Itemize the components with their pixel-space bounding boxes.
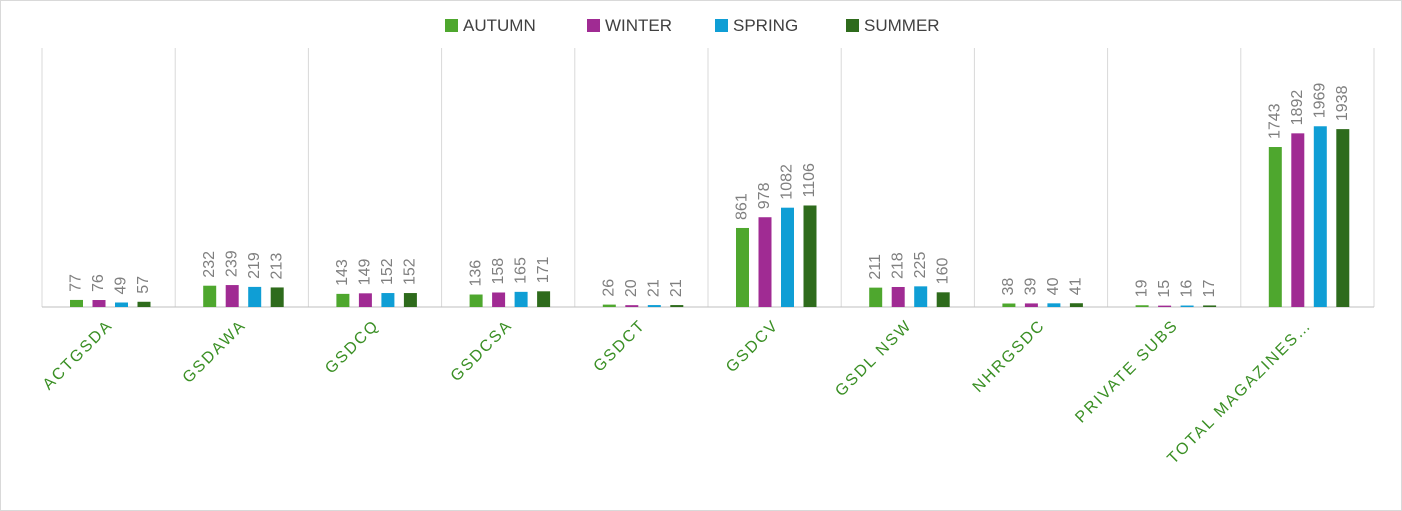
bar — [1024, 303, 1038, 307]
bar — [914, 286, 928, 307]
bar — [1180, 305, 1194, 307]
data-label: 232 — [201, 251, 218, 278]
bar — [115, 302, 128, 307]
legend-swatch — [445, 19, 458, 32]
data-label: 165 — [512, 257, 529, 284]
bar — [137, 301, 151, 307]
bar — [1135, 305, 1149, 307]
bar — [1158, 305, 1172, 307]
data-label: 21 — [646, 279, 663, 297]
data-label: 26 — [601, 279, 618, 297]
data-label: 219 — [246, 252, 263, 279]
bar — [647, 305, 661, 307]
data-label: 1892 — [1289, 90, 1306, 126]
bar — [492, 292, 506, 307]
bar — [891, 286, 905, 307]
bar — [1002, 303, 1016, 307]
bar — [381, 293, 395, 307]
bar — [625, 305, 639, 307]
bar — [1336, 129, 1350, 307]
bar — [1268, 147, 1282, 307]
data-label: 57 — [135, 276, 152, 294]
bar — [869, 287, 883, 307]
bar — [670, 305, 684, 307]
bar — [1291, 133, 1305, 307]
data-label: 136 — [467, 260, 484, 287]
data-label: 41 — [1068, 277, 1085, 295]
data-label: 1938 — [1334, 85, 1351, 121]
data-label: 1082 — [779, 164, 796, 200]
legend-swatch — [715, 19, 728, 32]
legend-swatch — [587, 19, 600, 32]
data-label: 1106 — [801, 163, 818, 198]
data-label: 17 — [1201, 280, 1218, 298]
data-label: 211 — [867, 254, 884, 280]
data-label: 978 — [756, 182, 773, 209]
data-label: 77 — [68, 274, 85, 292]
data-label: 1969 — [1312, 83, 1329, 119]
bar — [92, 300, 106, 307]
bar — [225, 285, 239, 307]
data-label: 19 — [1133, 279, 1150, 297]
legend-swatch — [846, 19, 859, 32]
data-label: 225 — [912, 252, 929, 279]
data-label: 143 — [334, 259, 351, 286]
bar — [403, 293, 417, 307]
bar — [936, 292, 950, 307]
bar — [336, 293, 350, 307]
data-label: 1743 — [1267, 103, 1284, 139]
data-label: 38 — [1000, 278, 1017, 296]
data-label: 171 — [535, 257, 552, 284]
bar — [270, 287, 284, 307]
data-label: 49 — [113, 277, 130, 295]
bar — [736, 227, 749, 307]
bar — [70, 299, 83, 307]
bar — [1069, 303, 1083, 307]
data-label: 39 — [1023, 278, 1040, 296]
bar — [1047, 303, 1061, 307]
bar — [248, 286, 262, 307]
data-label: 152 — [402, 258, 419, 285]
data-label: 239 — [223, 250, 240, 277]
data-label: 21 — [668, 279, 685, 297]
bar — [514, 291, 528, 307]
data-label: 149 — [357, 259, 374, 286]
data-label: 158 — [490, 258, 507, 285]
data-label: 16 — [1178, 280, 1195, 298]
bar — [803, 205, 817, 307]
data-label: 213 — [268, 253, 285, 280]
data-label: 76 — [90, 274, 107, 292]
bar — [358, 293, 372, 307]
data-label: 20 — [623, 279, 640, 297]
bar — [602, 304, 616, 307]
data-label: 160 — [934, 258, 951, 285]
legend-label: WINTER — [605, 16, 672, 35]
legend-label: SPRING — [733, 16, 798, 35]
bar — [758, 217, 772, 307]
bar — [203, 285, 217, 307]
bar — [469, 294, 483, 307]
data-label: 152 — [379, 258, 396, 285]
data-label: 40 — [1045, 277, 1062, 295]
bar — [781, 207, 794, 307]
legend-label: AUTUMN — [463, 16, 536, 35]
data-label: 15 — [1156, 280, 1173, 298]
data-label: 861 — [734, 193, 751, 220]
bar — [1203, 305, 1217, 307]
data-label: 218 — [889, 252, 906, 279]
bar — [537, 291, 551, 307]
legend-label: SUMMER — [864, 16, 940, 35]
bar — [1313, 126, 1327, 307]
